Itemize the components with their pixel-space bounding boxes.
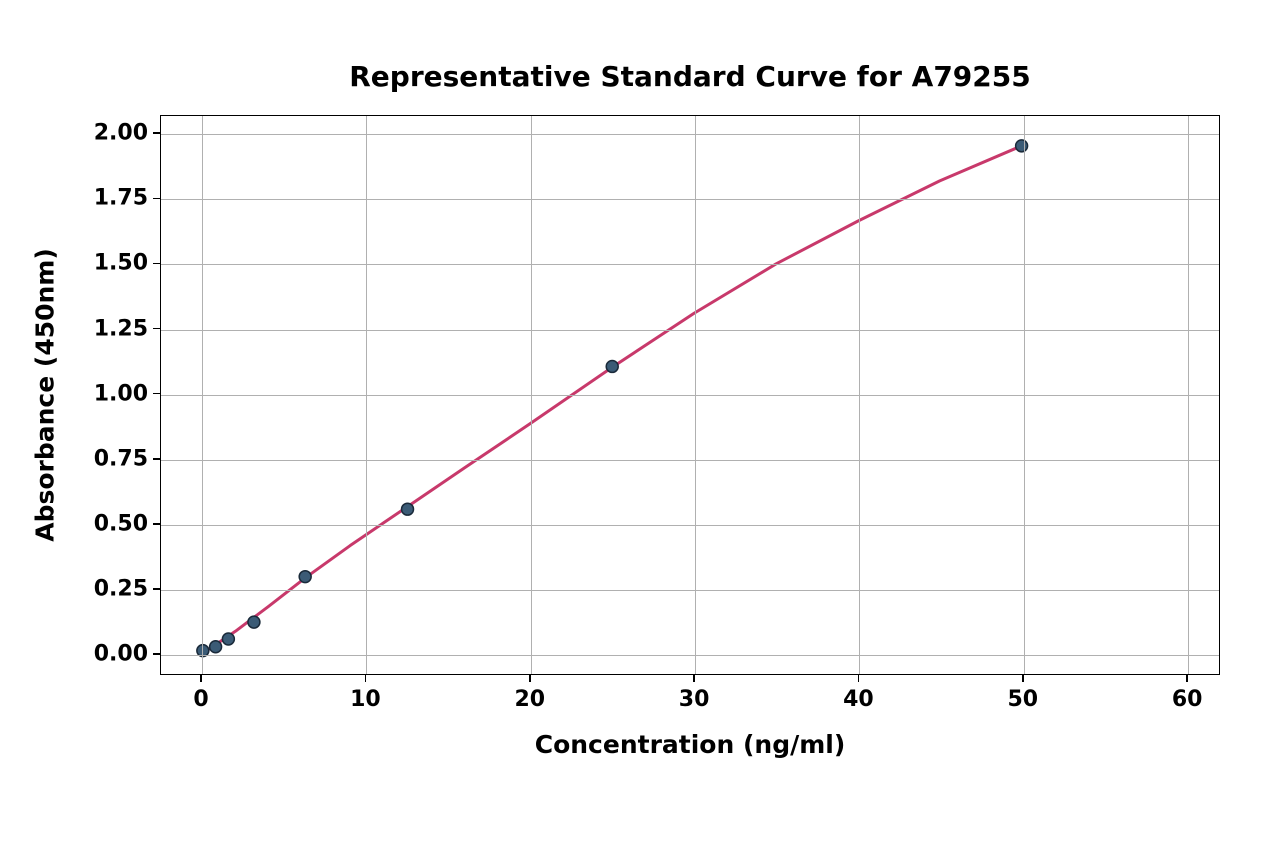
tick-mark-y [153, 263, 160, 265]
tick-mark-y [153, 653, 160, 655]
plot-area [160, 115, 1220, 675]
x-tick-label: 10 [350, 687, 381, 712]
chart-title: Representative Standard Curve for A79255 [349, 60, 1031, 93]
gridline-h [161, 460, 1219, 461]
gridline-h [161, 264, 1219, 265]
data-point [248, 616, 260, 628]
x-tick-label: 30 [679, 687, 710, 712]
gridline-h [161, 525, 1219, 526]
tick-mark-x [858, 675, 860, 682]
tick-mark-y [153, 523, 160, 525]
gridline-h [161, 134, 1219, 135]
fit-curve [203, 146, 1022, 653]
tick-mark-x [529, 675, 531, 682]
tick-mark-x [365, 675, 367, 682]
tick-mark-x [1022, 675, 1024, 682]
y-tick-label: 0.50 [94, 511, 148, 536]
y-tick-label: 0.75 [94, 446, 148, 471]
tick-mark-y [153, 393, 160, 395]
data-point [402, 503, 414, 515]
data-point [299, 571, 311, 583]
gridline-h [161, 590, 1219, 591]
tick-mark-x [1186, 675, 1188, 682]
x-tick-label: 20 [514, 687, 545, 712]
x-axis-label: Concentration (ng/ml) [535, 730, 846, 759]
tick-mark-y [153, 328, 160, 330]
gridline-h [161, 395, 1219, 396]
x-tick-label: 40 [843, 687, 874, 712]
y-tick-label: 1.25 [94, 316, 148, 341]
tick-mark-y [153, 198, 160, 200]
gridline-h [161, 655, 1219, 656]
data-point [210, 641, 222, 653]
y-tick-label: 1.00 [94, 381, 148, 406]
tick-mark-y [153, 588, 160, 590]
x-tick-label: 0 [193, 687, 208, 712]
y-axis-label: Absorbance (450nm) [31, 248, 60, 542]
tick-mark-x [693, 675, 695, 682]
data-point [1016, 140, 1028, 152]
y-tick-label: 0.25 [94, 577, 148, 602]
x-tick-label: 60 [1172, 687, 1203, 712]
data-point [606, 360, 618, 372]
gridline-h [161, 199, 1219, 200]
gridline-h [161, 330, 1219, 331]
data-point [222, 633, 234, 645]
figure: Representative Standard Curve for A79255… [0, 0, 1280, 845]
tick-mark-y [153, 132, 160, 134]
y-tick-label: 0.00 [94, 642, 148, 667]
y-tick-label: 2.00 [94, 121, 148, 146]
y-tick-label: 1.50 [94, 251, 148, 276]
y-tick-label: 1.75 [94, 186, 148, 211]
tick-mark-y [153, 458, 160, 460]
tick-mark-x [200, 675, 202, 682]
x-tick-label: 50 [1007, 687, 1038, 712]
